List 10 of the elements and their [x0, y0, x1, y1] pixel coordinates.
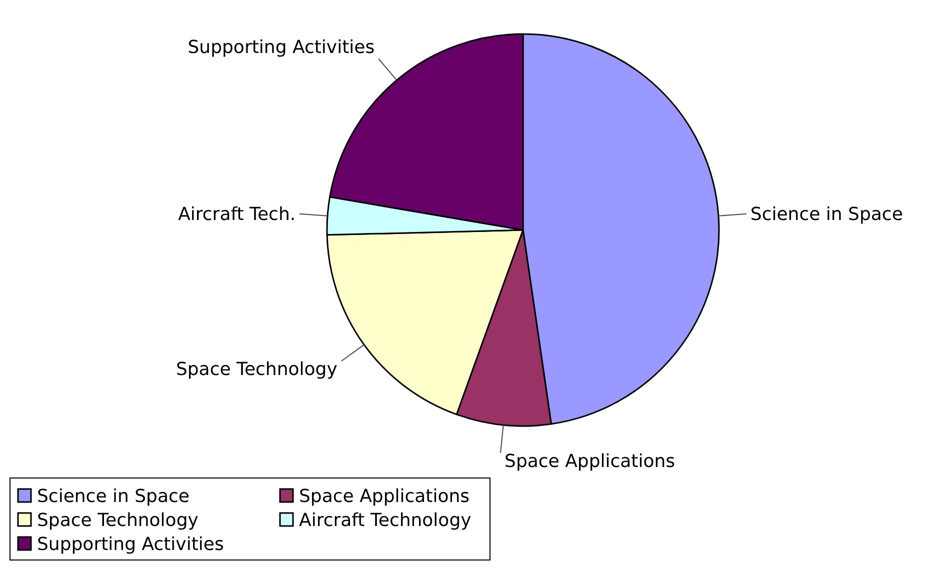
- slice-label: Supporting Activities: [188, 36, 375, 58]
- legend-label: Science in Space: [37, 486, 190, 507]
- legend-label: Space Applications: [299, 486, 470, 507]
- slice-label: Science in Space: [750, 204, 903, 225]
- legend-label: Aircraft Technology: [299, 510, 472, 531]
- slice-label: Space Technology: [176, 359, 338, 380]
- text: Aircraft Tech.: [178, 204, 296, 225]
- legend-label: Space Technology: [37, 510, 199, 531]
- legend-label: Supporting Activities: [37, 534, 224, 555]
- slice-label: Space Applications: [504, 450, 676, 472]
